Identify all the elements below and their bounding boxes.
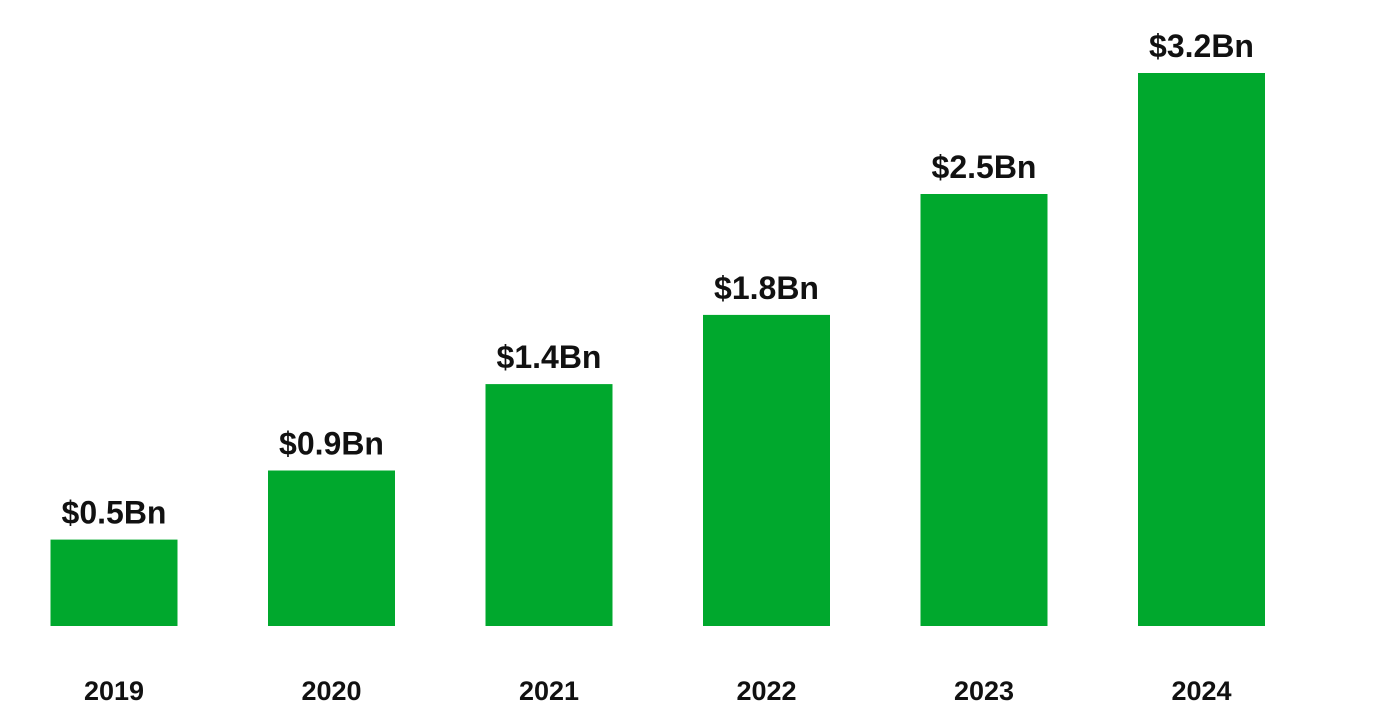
bar-2024: [1138, 73, 1265, 626]
x-tick-label-2023: 2023: [954, 676, 1014, 706]
bar-2023: [920, 194, 1048, 626]
x-tick-label-2020: 2020: [301, 676, 361, 706]
bar-2020: [268, 470, 395, 626]
data-label-2020: $0.9Bn: [279, 426, 384, 462]
bar-2022: [703, 314, 830, 626]
x-tick-label-2022: 2022: [736, 676, 796, 706]
bars-group: [50, 73, 1265, 626]
data-label-2019: $0.5Bn: [62, 495, 167, 531]
data-labels-group: $0.5Bn $0.9Bn $1.4Bn $1.8Bn $2.5Bn $3.2Bn: [62, 28, 1254, 531]
data-label-2021: $1.4Bn: [497, 339, 602, 375]
x-tick-label-2021: 2021: [519, 676, 579, 706]
x-axis-ticks-group: 2019 2020 2021 2022 2023 2024: [84, 676, 1232, 706]
data-label-2023: $2.5Bn: [932, 149, 1037, 185]
bar-2021: [485, 384, 613, 626]
data-label-2024: $3.2Bn: [1149, 28, 1254, 64]
data-label-2022: $1.8Bn: [714, 270, 819, 306]
bar-2019: [50, 539, 178, 626]
x-tick-label-2019: 2019: [84, 676, 144, 706]
x-tick-label-2024: 2024: [1171, 676, 1231, 706]
